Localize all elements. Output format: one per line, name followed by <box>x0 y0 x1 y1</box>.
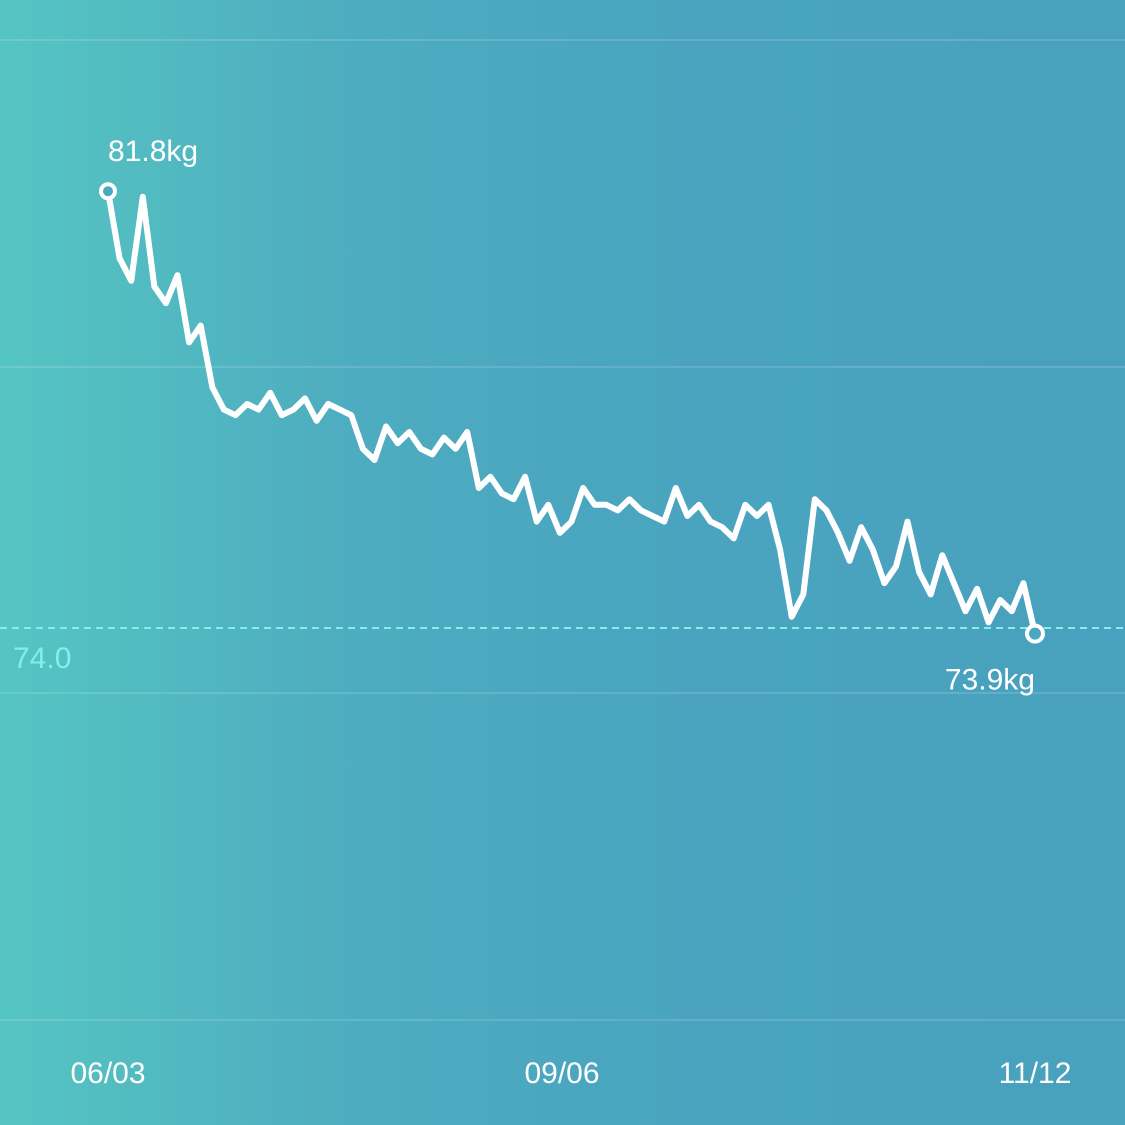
x-axis-ticks: 06/03 09/06 11/12 <box>70 1057 1071 1090</box>
start-value-label: 81.8kg <box>108 135 198 168</box>
x-tick-label-1: 06/03 <box>70 1057 145 1090</box>
goal-label: 74.0 <box>13 642 71 675</box>
grid-lines <box>0 39 1125 1021</box>
x-tick-label-3: 11/12 <box>999 1057 1072 1090</box>
end-value-label: 73.9kg <box>945 664 1035 697</box>
start-point-marker[interactable] <box>99 182 117 201</box>
x-tick-label-2: 09/06 <box>524 1057 599 1090</box>
end-point-marker[interactable] <box>1025 623 1045 644</box>
weight-series-line <box>105 188 1038 637</box>
